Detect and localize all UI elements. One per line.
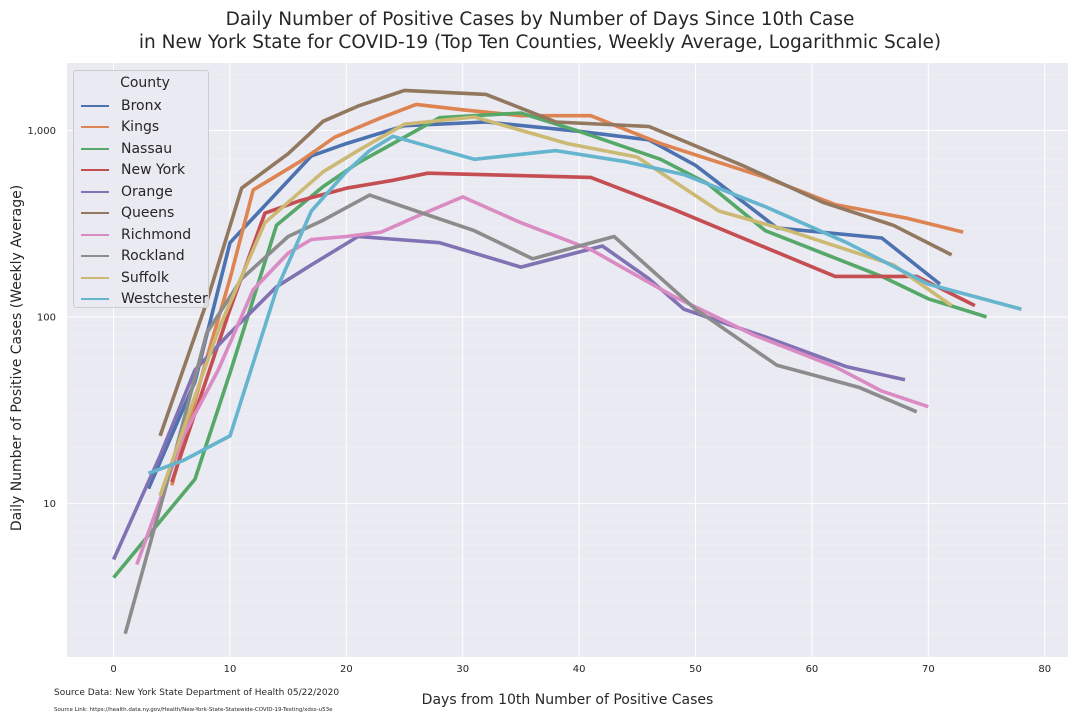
chart-title-line-2: in New York State for COVID-19 (Top Ten … [138,32,942,53]
legend-item: Suffolk [74,267,208,289]
x-tick-label: 40 [573,664,586,675]
legend-label: Orange [121,183,173,200]
series-line-rockland [123,193,918,635]
source-data-note: Source Data: New York State Department o… [54,688,340,698]
y-tick-label: 10 [43,499,56,510]
legend-swatch [81,233,109,236]
x-tick-label: 20 [340,664,353,675]
series-line-suffolk [158,115,953,497]
chart-title-line-1: Daily Number of Positive Cases by Number… [225,9,855,30]
legend-label: Queens [121,205,175,222]
x-tick-label: 50 [689,664,702,675]
legend-item: Rockland [74,246,208,268]
y-axis-label: Daily Number of Positive Cases (Weekly A… [9,184,25,532]
legend-swatch [81,298,109,301]
legend-label: Bronx [121,97,162,114]
legend-item: Nassau [74,138,208,160]
legend-item: Orange [74,181,208,203]
source-link-note: Source Link: https://health.data.ny.gov/… [54,707,333,713]
legend-label: Nassau [121,140,173,157]
legend-swatch [81,147,109,150]
legend-swatch [81,190,109,193]
legend-item: Queens [74,203,208,225]
x-tick-label: 70 [922,664,935,675]
legend-item: Kings [74,117,208,139]
legend-label: Rockland [121,248,185,265]
legend-item: Richmond [74,224,208,246]
legend-item: New York [74,160,208,182]
x-tick-label: 60 [806,664,819,675]
series-line-queens [158,88,953,437]
legend-swatch [81,104,109,107]
legend-swatch [81,126,109,129]
legend-swatch [81,169,109,172]
x-tick-label: 0 [110,664,116,675]
legend-title: County [120,75,170,91]
legend-swatch [81,276,109,279]
chart-legend: County Bronx Kings Nassau New York Orange Que… [73,70,209,308]
x-tick-label: 10 [224,664,237,675]
x-tick-label: 80 [1038,664,1051,675]
legend-label: Suffolk [121,269,169,286]
series-line-westchester [147,134,1022,475]
legend-item: Bronx [74,95,208,117]
legend-label: New York [121,162,186,179]
legend-item: Westchester [74,289,208,311]
y-tick-label: 1,000 [27,126,56,137]
legend-label: Richmond [121,226,192,243]
x-tick-label: 30 [456,664,469,675]
x-axis-label: Days from 10th Number of Positive Cases [421,692,714,708]
legend-label: Westchester [121,291,208,308]
series-line-new-york [170,171,976,483]
legend-swatch [81,255,109,258]
legend-label: Kings [121,119,160,136]
series-line-richmond [135,195,929,566]
series-line-nassau [112,111,988,579]
y-tick-label: 100 [37,312,56,323]
legend-swatch [81,212,109,215]
